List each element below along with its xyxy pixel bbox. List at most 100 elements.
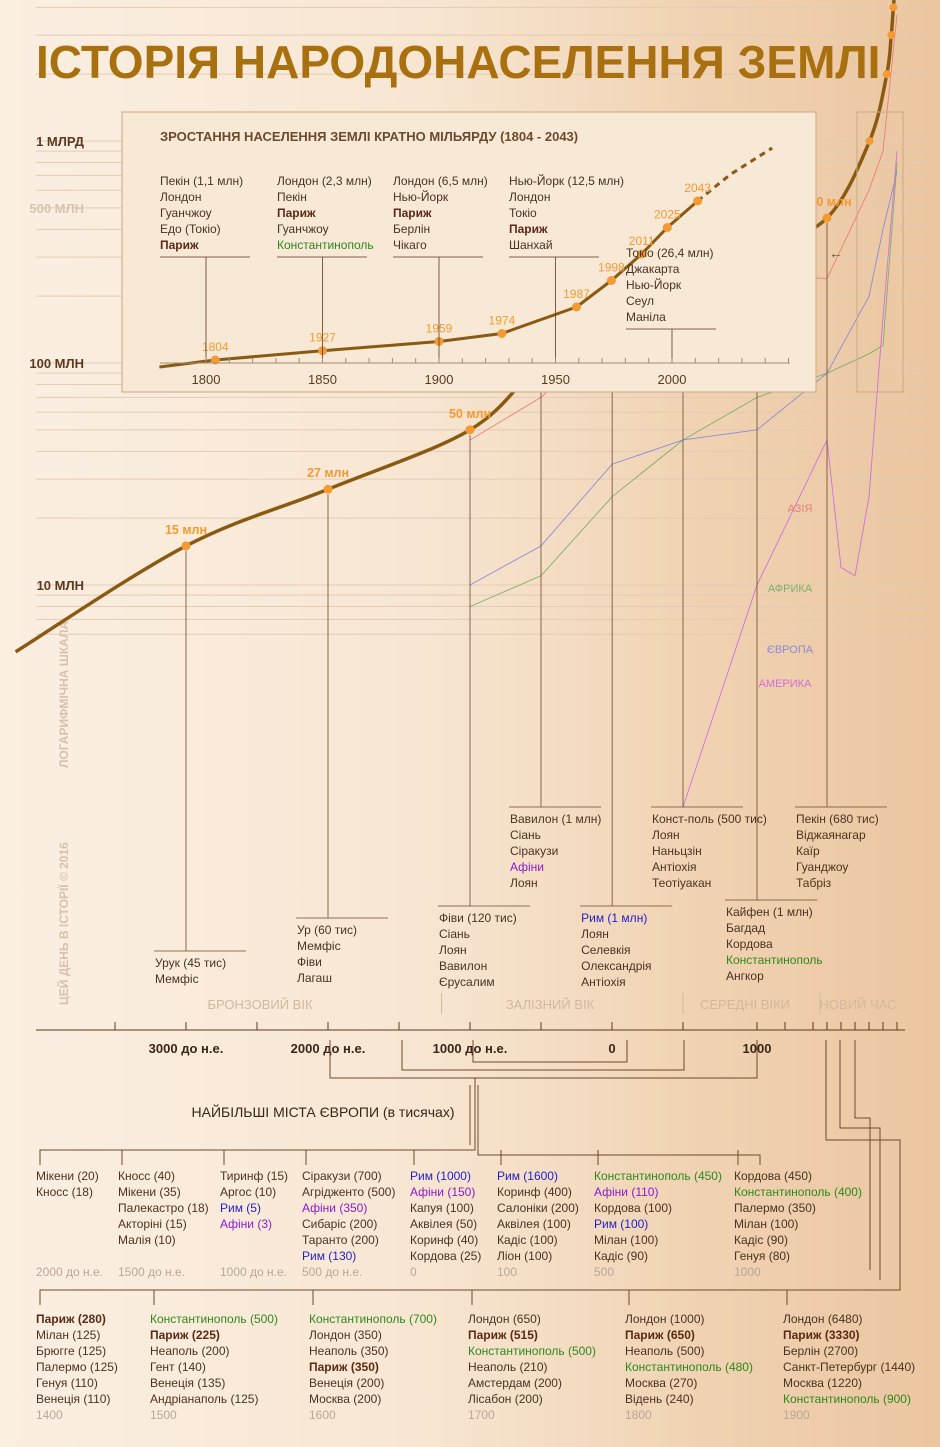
europe-city: Гент (140) [150,1360,206,1374]
city-annotation-line: Каїр [796,844,820,858]
city-annotation-line: Вавилон [439,959,488,973]
inset-point-label: 1987 [563,287,590,301]
credit-text: ЦЕЙ ДЕНЬ В ІСТОРІЇ © 2016 [56,842,71,1005]
data-point [181,541,191,551]
era-label: ЗАЛІЗНИЙ ВІК [506,997,595,1012]
city-annotation-line: Олександрія [581,959,652,973]
city-annotation-line: Теотіуакан [652,876,712,890]
series-line-america [682,151,898,808]
inset-city-annotation: Пекін (1,1 млн) Лондон Гуанчжоу Едо (Токіо)… [160,173,243,253]
europe-city: Неаполь (200) [150,1344,230,1358]
europe-city: Ліон (100) [497,1249,553,1263]
inset-point [571,302,581,312]
inset-city-line: Едо (Токіо) [160,222,221,236]
inset-frame [121,111,817,393]
europe-column-ancient: Рим (1000) Афіни (150) Капуя (100) Аквілея … [410,1168,481,1279]
europe-city: Коринф (40) [410,1233,479,1247]
city-annotation-line: Ангкор [726,969,764,983]
europe-year: 1600 [309,1408,336,1422]
europe-city: Константинополь (500) [150,1312,278,1326]
europe-column-modern: Лондон (650) Париж (515) Константинополь (… [468,1311,596,1422]
city-annotation-line: Конст-поль (500 тис) [652,812,767,826]
data-point [465,425,475,435]
europe-year: 100 [497,1265,518,1279]
inset-city-line: Гуанчжоу [160,206,212,220]
city-annotation-line: Сіань [439,927,470,941]
x-tick-label: 0 [608,1041,615,1056]
europe-city: Мілан (125) [36,1328,101,1342]
page-title: ІСТОРІЯ НАРОДОНАСЕЛЕННЯ ЗЕМЛІ [36,36,880,88]
data-point [323,484,333,494]
europe-year: 1000 до н.е. [220,1265,288,1279]
europe-city: Париж (3330) [783,1328,860,1342]
city-annotation-line: Мемфіс [297,939,341,953]
x-tick-label: 3000 до н.е. [149,1041,224,1056]
city-annotation-line: Лагаш [297,971,332,985]
inset-x-tick-label: 1800 [192,372,221,387]
inset-city-line: Маніла [626,310,666,324]
series-label: АМЕРИКА [759,678,812,690]
data-point [865,137,874,145]
inset-point [210,355,220,365]
city-annotation-line: Сіань [510,828,541,842]
series-label: АЗІЯ [788,503,813,515]
europe-year: 1500 до н.е. [118,1265,186,1279]
inset-city-line: Лондон [509,190,551,204]
europe-city: Афіни (350) [302,1201,368,1215]
data-point [887,31,896,40]
inset-city-line: Лондон (6,5 млн) [393,174,488,188]
inset-city-line: Константинополь [277,238,374,252]
europe-city: Таранто (200) [302,1233,379,1247]
data-label: 15 млн [165,523,207,537]
europe-year: 1500 [150,1408,177,1422]
europe-year: 1800 [625,1408,652,1422]
inset-city-line: Нью-Йорк [393,190,449,204]
europe-column-ancient: Мікени (20) Кносс (18) 2000 до н.е. [36,1168,103,1279]
city-annotation-line: Селевкія [581,943,631,957]
inset-x-tick-label: 1850 [308,372,337,387]
data-label: 50 млн [449,407,491,421]
europe-city: Константинополь (700) [309,1312,437,1326]
inset-point-label: 2043 [684,181,711,195]
inset-city-annotation: Токіо (26,4 млн) Джакарта Нью-Йорк Сеул Мані… [626,245,714,325]
city-annotation-line: Лоян [510,876,538,890]
europe-city: Афіни (110) [594,1185,659,1199]
europe-city: Аргос (10) [220,1185,277,1199]
zoom-frame [856,111,904,393]
city-annotation-line: Вавилон (1 млн) [510,812,602,826]
europe-column-ancient: Рим (1600) Коринф (400) Салоніки (200) Акві… [497,1168,579,1279]
europe-city: Сибаріс (200) [302,1217,378,1231]
inset-point-label: 2025 [654,208,681,222]
europe-city: Неаполь (350) [309,1344,389,1358]
europe-city: Генуя (80) [734,1249,791,1263]
europe-city: Тиринф (15) [220,1169,289,1183]
data-point [822,213,832,223]
city-annotation-line: Гуанджоу [796,860,849,874]
series-label: ЄВРОПА [767,644,814,656]
y-tick-label: 500 МЛН [29,201,84,216]
city-annotation-line: Табріз [796,876,832,890]
europe-city: Венеція (135) [150,1376,226,1390]
europe-city: Санкт-Петербург (1440) [783,1360,916,1374]
y-tick-label: 1 МЛРД [36,134,85,149]
europe-city: Амстердам (200) [468,1376,562,1390]
europe-city: Кордова (450) [734,1169,812,1183]
city-annotation-line: Урук (45 тис) [155,956,227,970]
city-annotation-line: Афіни [510,860,545,874]
europe-city: Брюгге (125) [36,1344,107,1358]
europe-city: Париж (650) [625,1328,695,1342]
x-tick-label: 1000 до н.е. [433,1041,508,1056]
city-annotation-line: Фіви [297,955,322,969]
inset-x-tick-label: 1900 [425,372,454,387]
europe-city: Капуя (100) [410,1201,474,1215]
data-point [882,70,891,79]
city-annotation-line: Мемфіс [155,972,199,986]
era-label: БРОНЗОВИЙ ВІК [207,997,312,1012]
inset-city-line: Пекін (1,1 млн) [160,174,244,188]
arrow-icon: ← [829,245,843,261]
europe-city: Лісабон (200) [468,1392,543,1406]
city-annotation-line: Сіракузи [510,844,559,858]
europe-column-ancient: Тиринф (15) Аргос (10) Рим (5) Афіни (3) 100… [220,1168,289,1279]
city-annotation: Пекін (680 тис) Віджаянагар Каїр Гуанджоу Та… [796,811,879,891]
